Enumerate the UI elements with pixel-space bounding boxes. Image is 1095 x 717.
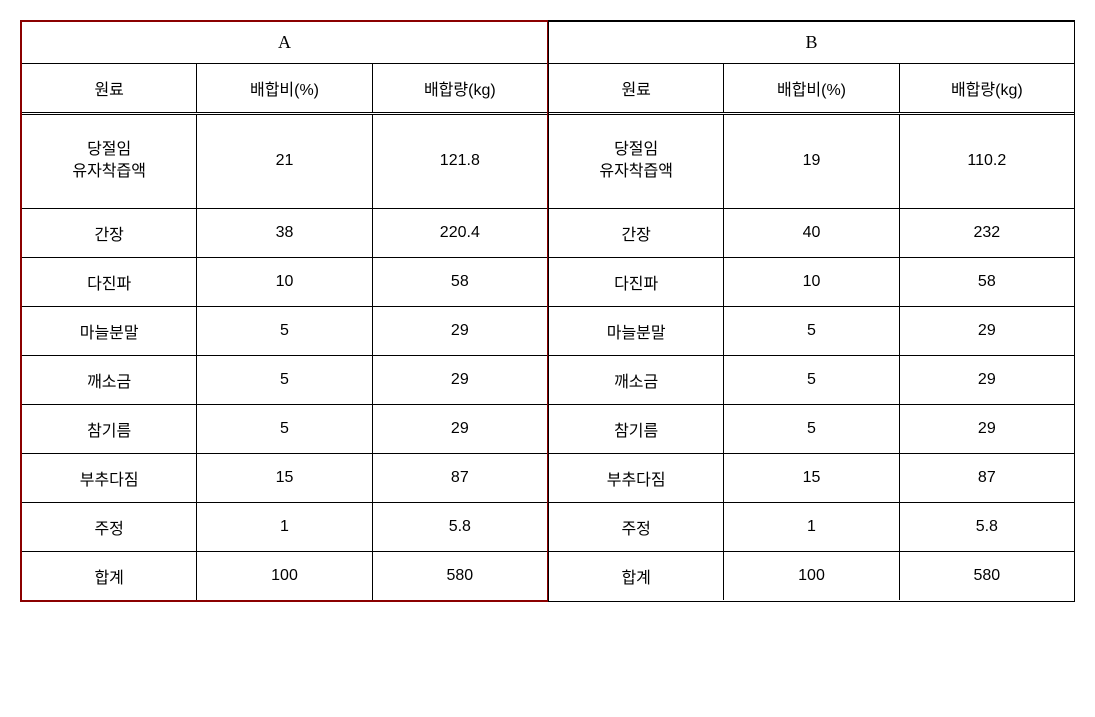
- table-row: 합계100580: [22, 552, 547, 600]
- table-row: 참기름529: [22, 405, 547, 454]
- cell-ratio: 38: [197, 209, 372, 257]
- cell-ingredient: 다진파: [22, 258, 197, 306]
- cell-ratio: 5: [197, 356, 372, 404]
- cell-amount: 87: [900, 454, 1074, 502]
- cell-ratio: 5: [724, 307, 899, 355]
- cell-amount: 110.2: [900, 115, 1074, 208]
- cell-amount: 121.8: [373, 115, 547, 208]
- cell-ingredient: 참기름: [549, 405, 724, 453]
- cell-ratio: 5: [724, 356, 899, 404]
- header-ratio-b: 배합비(%): [724, 64, 899, 112]
- table-row: 참기름529: [549, 405, 1074, 454]
- cell-amount: 29: [900, 356, 1074, 404]
- cell-amount: 580: [900, 552, 1074, 600]
- cell-ratio: 21: [197, 115, 372, 208]
- section-b-rows: 당절임유자착즙액19110.2간장40232다진파1058마늘분말529깨소금5…: [549, 115, 1074, 600]
- cell-ratio: 5: [197, 307, 372, 355]
- cell-ratio: 19: [724, 115, 899, 208]
- cell-ratio: 10: [724, 258, 899, 306]
- table-row: 다진파1058: [549, 258, 1074, 307]
- table-row: 다진파1058: [22, 258, 547, 307]
- cell-amount: 580: [373, 552, 547, 600]
- cell-ingredient: 마늘분말: [22, 307, 197, 355]
- cell-ratio: 5: [197, 405, 372, 453]
- table-row: 당절임유자착즙액19110.2: [549, 115, 1074, 209]
- table-row: 주정15.8: [22, 503, 547, 552]
- header-ingredient-a: 원료: [22, 64, 197, 112]
- header-amount-b: 배합량(kg): [900, 64, 1074, 112]
- header-amount-a: 배합량(kg): [373, 64, 547, 112]
- cell-ratio: 1: [197, 503, 372, 551]
- cell-ingredient: 부추다짐: [549, 454, 724, 502]
- cell-ingredient: 주정: [549, 503, 724, 551]
- cell-ingredient: 간장: [549, 209, 724, 257]
- cell-amount: 220.4: [373, 209, 547, 257]
- header-ratio-a: 배합비(%): [197, 64, 372, 112]
- cell-ratio: 100: [724, 552, 899, 600]
- comparison-table: A 원료 배합비(%) 배합량(kg) 당절임유자착즙액21121.8간장382…: [20, 20, 1075, 602]
- section-a-rows: 당절임유자착즙액21121.8간장38220.4다진파1058마늘분말529깨소…: [22, 115, 547, 600]
- table-row: 마늘분말529: [549, 307, 1074, 356]
- cell-ingredient: 당절임유자착즙액: [22, 115, 197, 208]
- table-row: 간장38220.4: [22, 209, 547, 258]
- cell-ingredient: 당절임유자착즙액: [549, 115, 724, 208]
- cell-ratio: 15: [724, 454, 899, 502]
- table-row: 깨소금529: [22, 356, 547, 405]
- cell-ingredient: 간장: [22, 209, 197, 257]
- cell-ratio: 1: [724, 503, 899, 551]
- cell-amount: 29: [900, 405, 1074, 453]
- table-row: 부추다짐1587: [549, 454, 1074, 503]
- cell-amount: 232: [900, 209, 1074, 257]
- cell-ratio: 15: [197, 454, 372, 502]
- table-row: 마늘분말529: [22, 307, 547, 356]
- cell-amount: 29: [373, 356, 547, 404]
- cell-ratio: 5: [724, 405, 899, 453]
- section-a-headers: 원료 배합비(%) 배합량(kg): [22, 64, 547, 115]
- cell-amount: 29: [373, 405, 547, 453]
- table-row: 부추다짐1587: [22, 454, 547, 503]
- cell-amount: 5.8: [900, 503, 1074, 551]
- cell-ingredient: 부추다짐: [22, 454, 197, 502]
- table-row: 깨소금529: [549, 356, 1074, 405]
- section-b-headers: 원료 배합비(%) 배합량(kg): [549, 64, 1074, 115]
- table-row: 당절임유자착즙액21121.8: [22, 115, 547, 209]
- cell-ingredient: 마늘분말: [549, 307, 724, 355]
- cell-amount: 5.8: [373, 503, 547, 551]
- cell-ingredient: 주정: [22, 503, 197, 551]
- cell-ratio: 40: [724, 209, 899, 257]
- cell-ratio: 10: [197, 258, 372, 306]
- cell-ingredient: 깨소금: [22, 356, 197, 404]
- cell-amount: 58: [900, 258, 1074, 306]
- cell-amount: 29: [900, 307, 1074, 355]
- cell-ingredient: 다진파: [549, 258, 724, 306]
- table-row: 간장40232: [549, 209, 1074, 258]
- section-b: B 원료 배합비(%) 배합량(kg) 당절임유자착즙액19110.2간장402…: [548, 20, 1075, 602]
- cell-ratio: 100: [197, 552, 372, 600]
- cell-amount: 87: [373, 454, 547, 502]
- cell-amount: 58: [373, 258, 547, 306]
- section-a: A 원료 배합비(%) 배합량(kg) 당절임유자착즙액21121.8간장382…: [20, 20, 548, 602]
- cell-ingredient: 깨소금: [549, 356, 724, 404]
- header-ingredient-b: 원료: [549, 64, 724, 112]
- cell-ingredient: 합계: [22, 552, 197, 600]
- section-b-title: B: [549, 22, 1074, 64]
- table-row: 합계100580: [549, 552, 1074, 600]
- table-row: 주정15.8: [549, 503, 1074, 552]
- cell-amount: 29: [373, 307, 547, 355]
- cell-ingredient: 참기름: [22, 405, 197, 453]
- cell-ingredient: 합계: [549, 552, 724, 600]
- section-a-title: A: [22, 22, 547, 64]
